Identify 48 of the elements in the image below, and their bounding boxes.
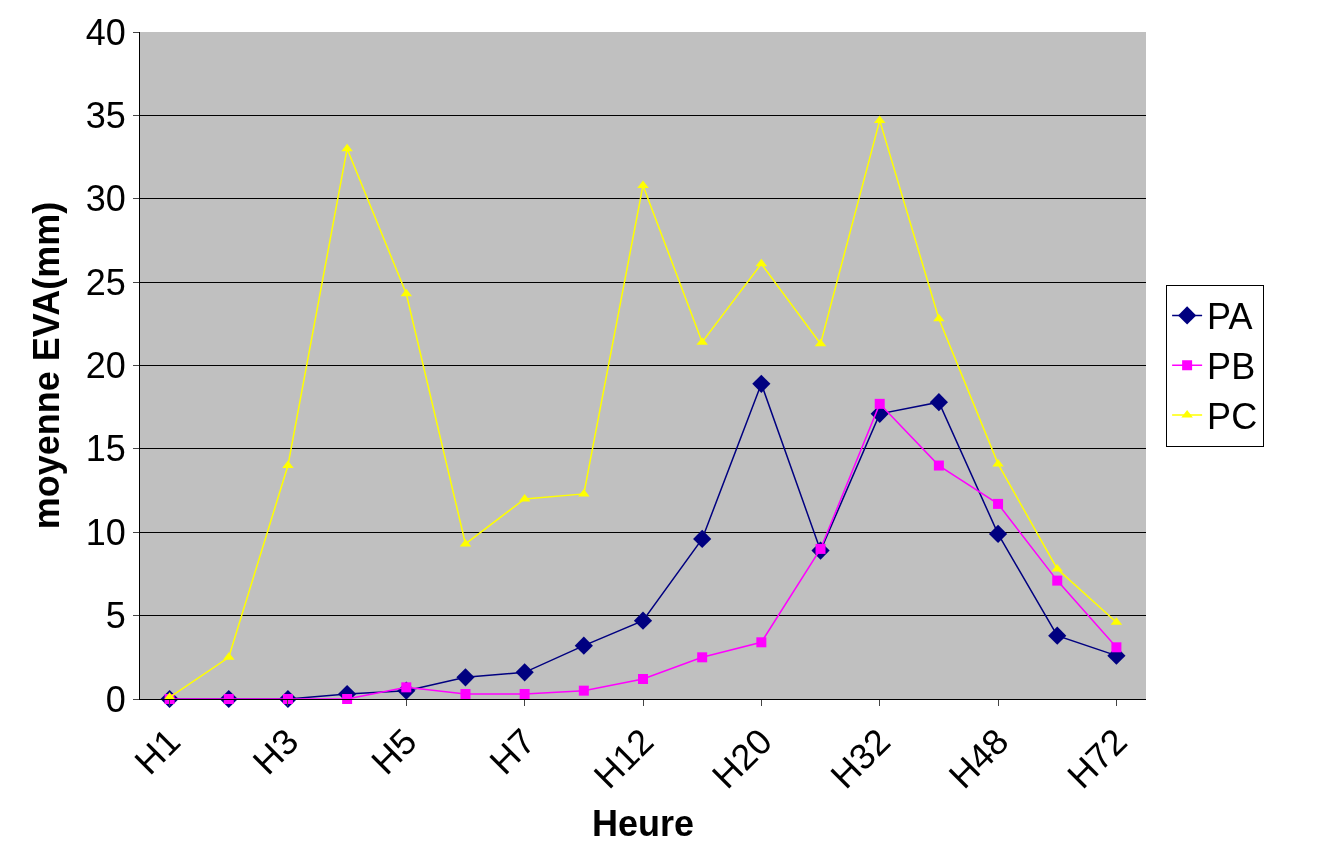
point: [574, 636, 593, 655]
x-tick-label: H7: [481, 720, 544, 783]
x-tick-label: H1: [126, 720, 188, 783]
x-axis-title: Heure: [591, 802, 695, 844]
point: [933, 313, 945, 322]
point: [993, 498, 1004, 509]
x-tick-label: H3: [244, 720, 307, 783]
x-tick-label: H12: [585, 720, 662, 797]
legend-label: PA: [1207, 296, 1253, 338]
point: [697, 652, 708, 663]
point: [638, 673, 648, 684]
point: [988, 524, 1008, 544]
point: [929, 393, 948, 412]
y-tick-label: 40: [85, 11, 126, 53]
point: [282, 460, 294, 469]
point: [460, 689, 471, 699]
y-tick-label: 5: [105, 595, 126, 637]
legend-label: PB: [1207, 346, 1256, 388]
point: [456, 668, 475, 687]
point: [1111, 642, 1122, 653]
point: [1052, 575, 1063, 586]
point: [933, 460, 944, 471]
y-tick-label: 20: [85, 345, 126, 387]
x-tick-label: H72: [1059, 720, 1135, 797]
point: [633, 611, 653, 630]
point: [1048, 626, 1067, 645]
y-axis-title: moyenne EVA(mm): [25, 201, 67, 530]
point: [756, 637, 767, 648]
y-tick-label: 15: [85, 428, 126, 470]
point: [874, 398, 885, 409]
x-tick-label: H32: [822, 720, 899, 797]
x-tick-label: H5: [363, 720, 425, 783]
legend-label: PC: [1207, 396, 1258, 438]
x-tick-label: H20: [704, 720, 780, 797]
point: [515, 663, 534, 682]
y-tick-label: 35: [85, 94, 126, 136]
point: [752, 374, 771, 393]
point: [341, 143, 353, 152]
y-tick-label: 30: [85, 178, 126, 220]
y-tick-label: 25: [85, 261, 126, 303]
y-tick-label: 10: [85, 511, 126, 553]
point: [693, 529, 712, 549]
point: [519, 689, 530, 699]
point: [992, 458, 1004, 467]
x-tick-label: H48: [940, 720, 1017, 797]
y-tick-label: 0: [105, 678, 126, 720]
point: [342, 694, 353, 704]
point: [578, 685, 589, 696]
